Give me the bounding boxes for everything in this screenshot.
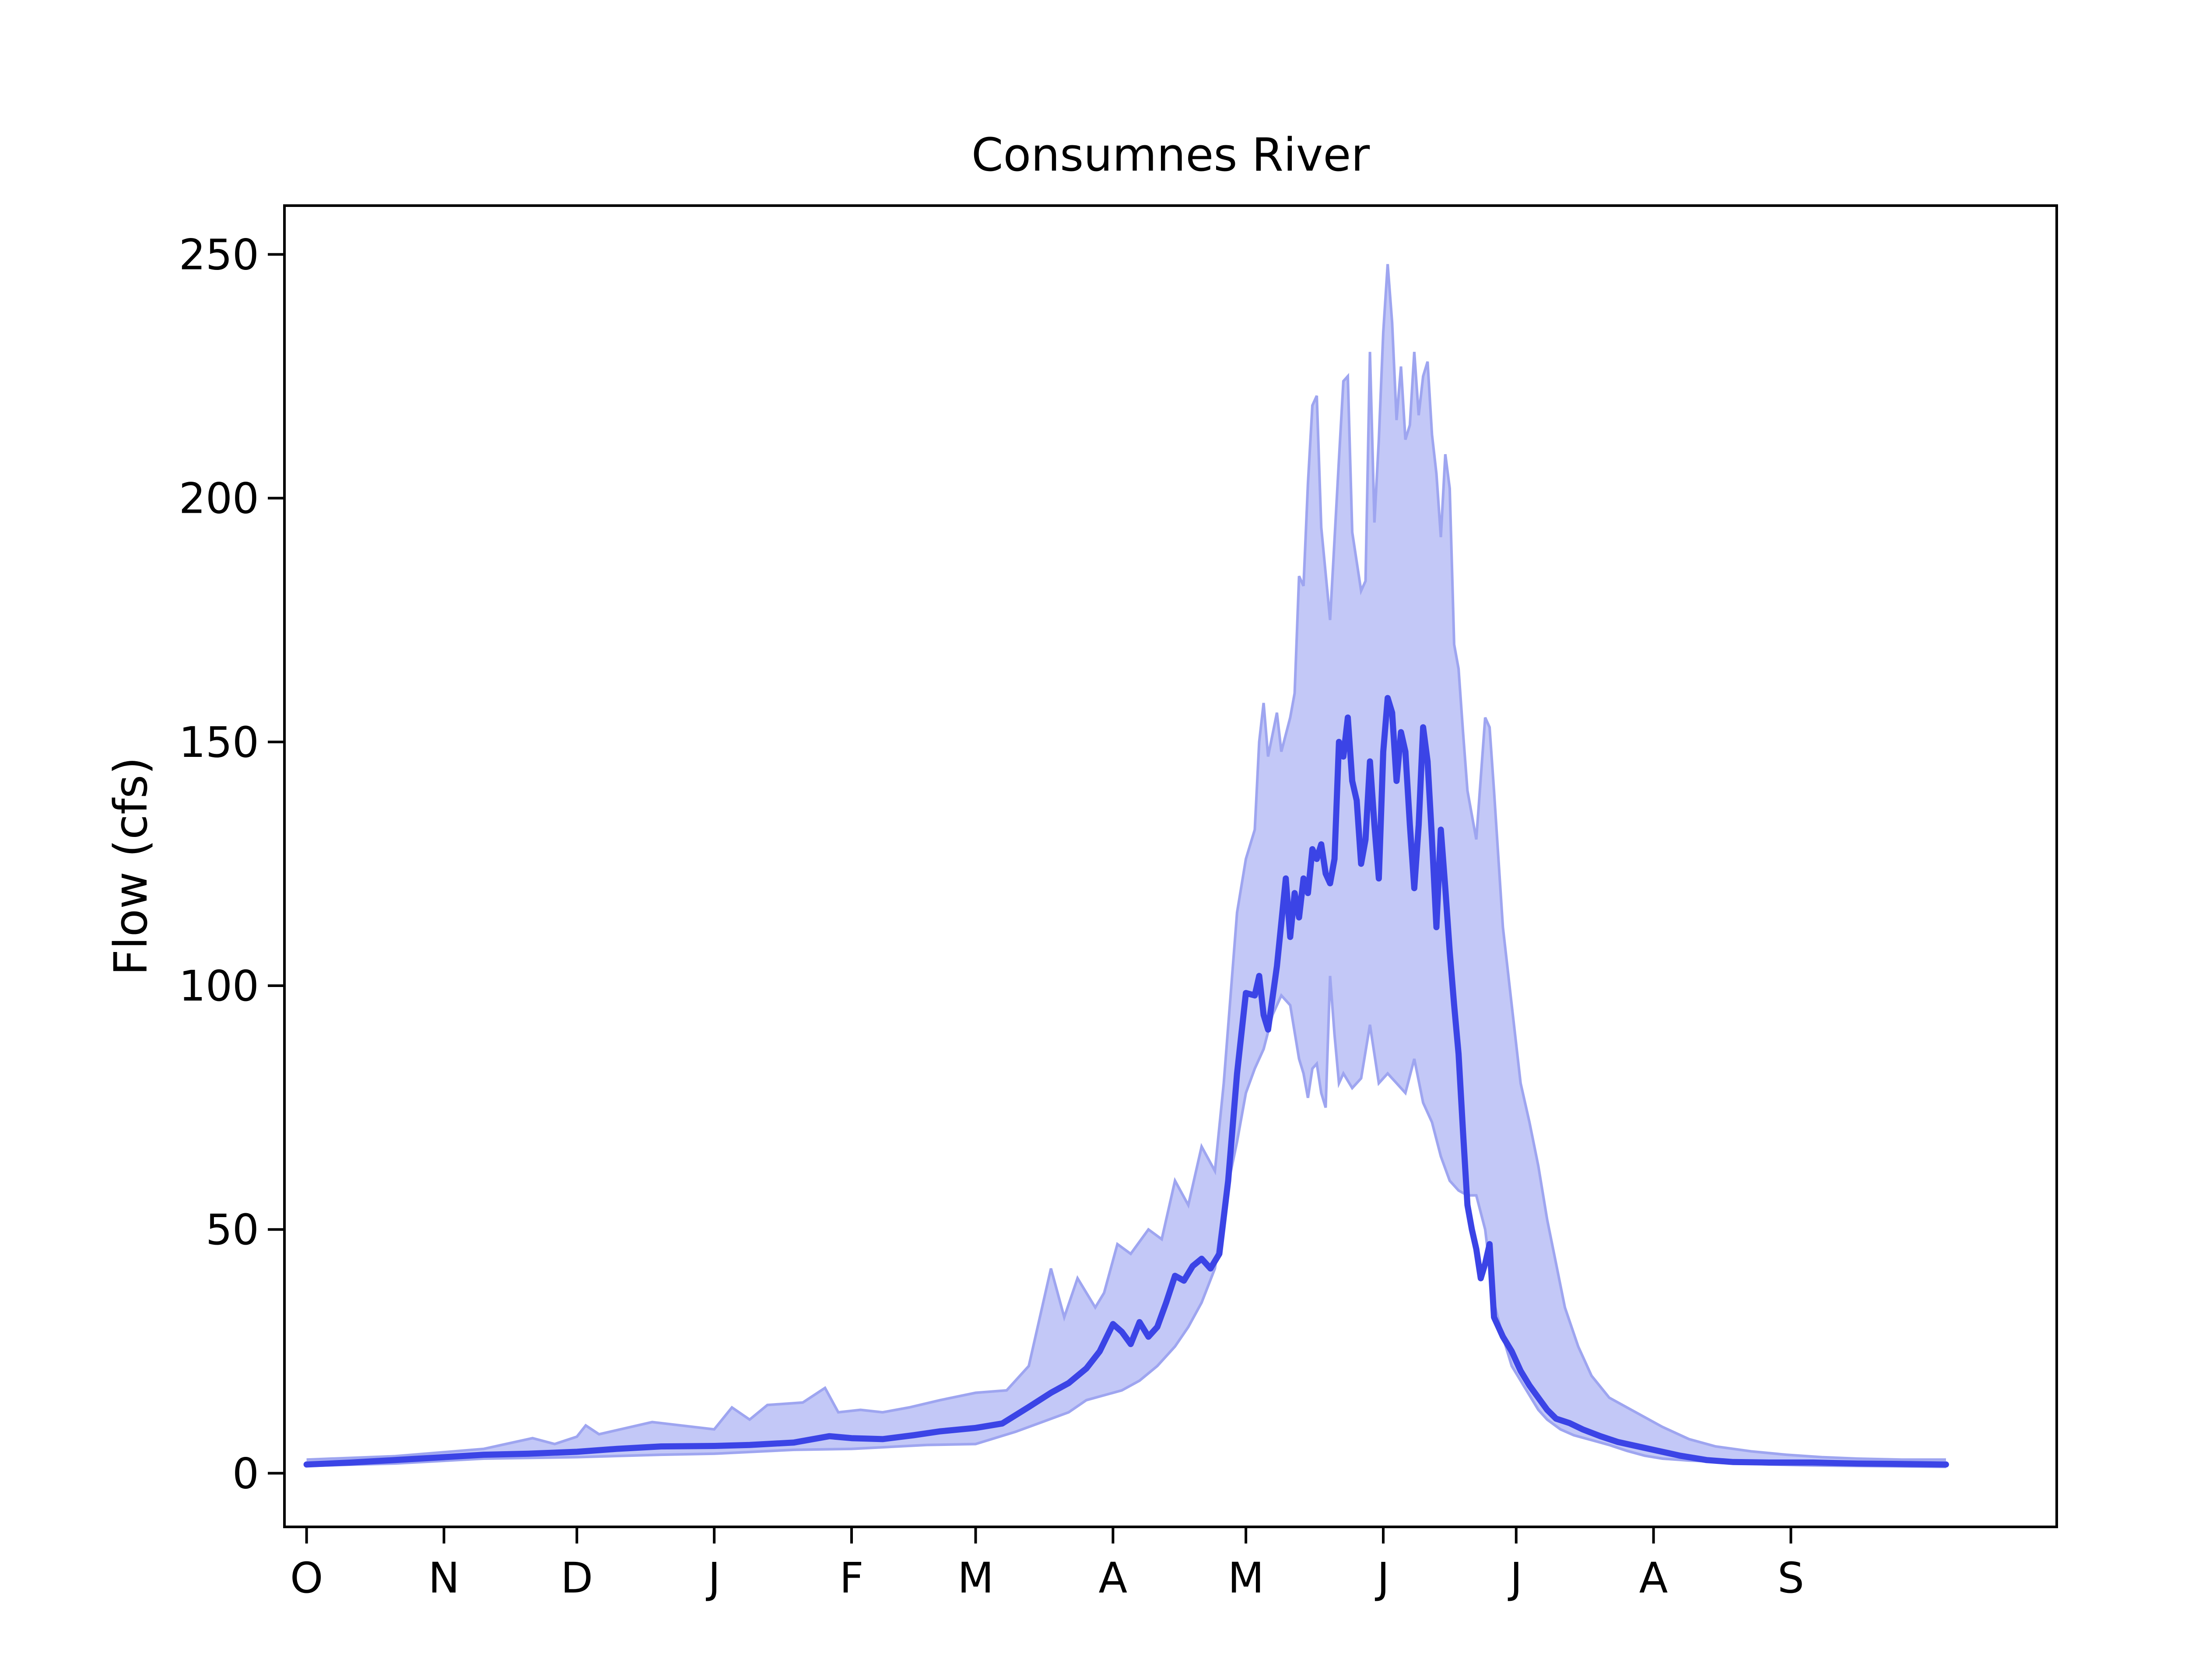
x-tick-label: A bbox=[1099, 1554, 1128, 1603]
x-tick-label: J bbox=[706, 1554, 720, 1603]
y-tick-label: 0 bbox=[232, 1449, 259, 1498]
x-tick-label: S bbox=[1778, 1554, 1804, 1603]
x-tick-label: F bbox=[839, 1554, 863, 1603]
y-tick-label: 200 bbox=[179, 474, 259, 523]
y-tick-label: 100 bbox=[179, 962, 259, 1011]
median-flow-line bbox=[303, 695, 1949, 1468]
x-tick-label: D bbox=[561, 1554, 593, 1603]
y-axis-label: Flow (cfs) bbox=[104, 757, 158, 976]
x-tick-label: J bbox=[1508, 1554, 1522, 1603]
y-tick-label: 50 bbox=[206, 1205, 259, 1254]
y-axis-ticks: 0 50 100 150 200 250 bbox=[179, 230, 284, 1498]
x-tick-label: J bbox=[1375, 1554, 1389, 1603]
flow-range-band bbox=[306, 264, 1946, 1468]
x-tick-label: M bbox=[1228, 1554, 1264, 1603]
x-tick-label: O bbox=[290, 1554, 323, 1603]
y-tick-label: 150 bbox=[179, 718, 259, 767]
lower-bound-line bbox=[306, 976, 1946, 1468]
median-line bbox=[303, 695, 1949, 1468]
x-tick-label: A bbox=[1639, 1554, 1668, 1603]
plot-frame bbox=[283, 204, 2058, 1528]
upper-bound-line bbox=[306, 264, 1946, 1461]
x-tick-label: N bbox=[428, 1554, 460, 1603]
chart-title: Consumnes River bbox=[971, 128, 1370, 182]
x-tick-label: M bbox=[957, 1554, 994, 1603]
y-tick-label: 250 bbox=[179, 230, 259, 279]
range-band-area bbox=[306, 264, 1946, 1467]
